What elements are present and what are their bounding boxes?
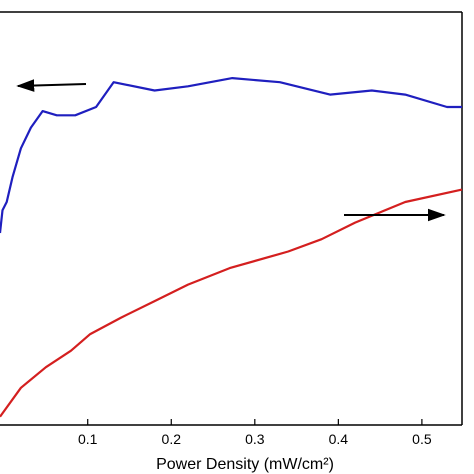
x-tick-label: 0.3 <box>245 431 265 447</box>
series-line-right <box>0 188 463 418</box>
x-tick-label: 0.4 <box>329 431 349 447</box>
series-layer <box>0 76 463 418</box>
x-tick-label: 0.2 <box>162 431 182 447</box>
x-ticks: 0.1 0.2 0.3 0.4 0.5 <box>78 419 432 447</box>
x-axis-label: Power Density (mW/cm²) <box>156 456 334 473</box>
x-tick-label: 0.1 <box>78 431 98 447</box>
left-arrow-annotation <box>16 79 87 92</box>
plot-frame <box>0 11 463 426</box>
series-line-left <box>0 76 462 234</box>
x-tick-label: 0.5 <box>412 431 432 447</box>
